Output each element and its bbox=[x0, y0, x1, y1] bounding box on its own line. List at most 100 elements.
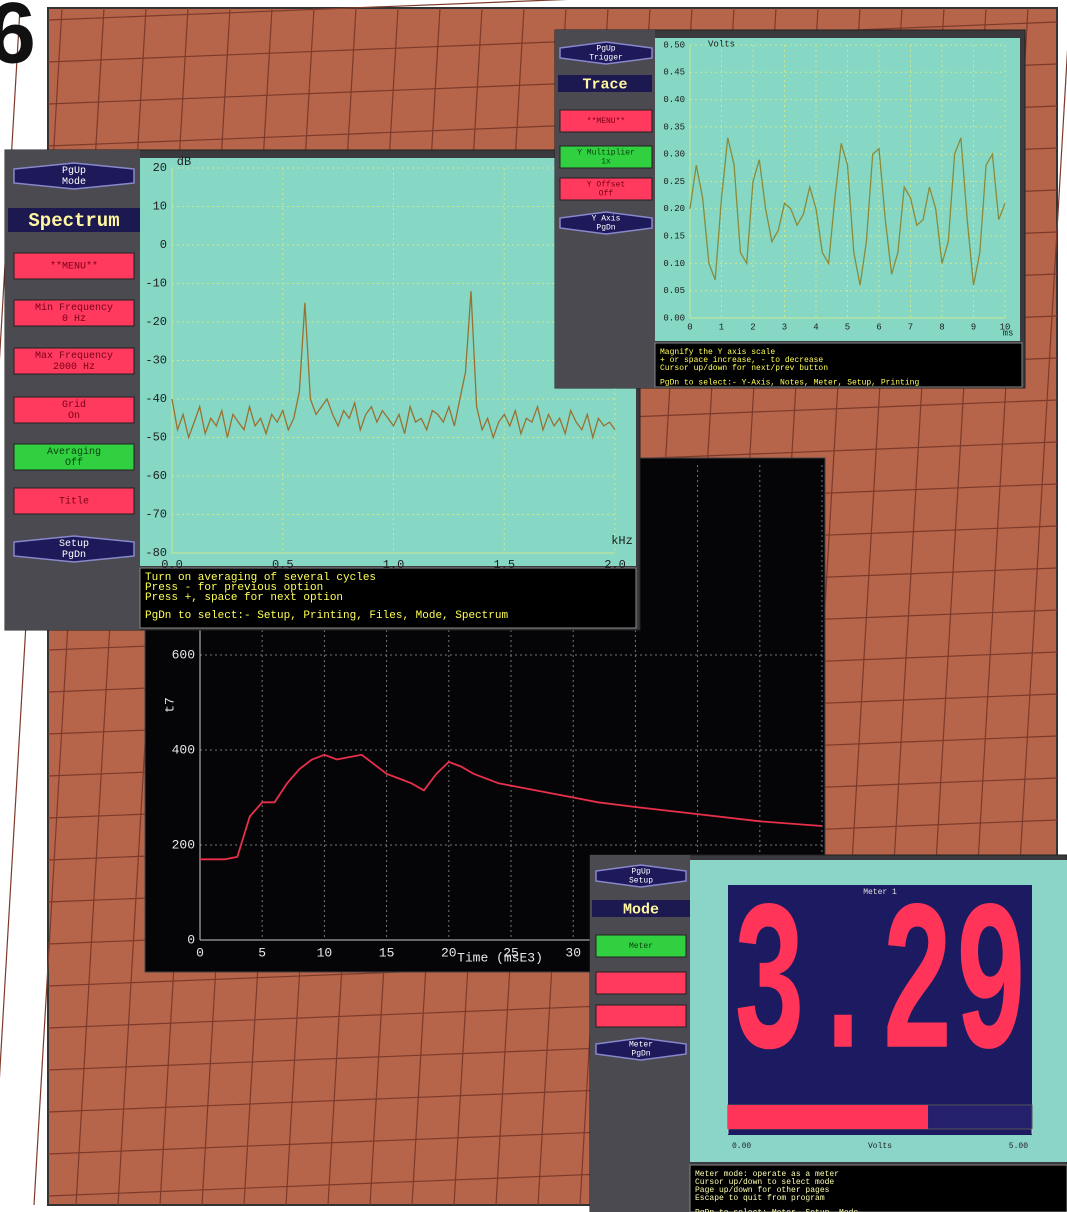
y-tick-label: 600 bbox=[172, 647, 195, 662]
mat-line bbox=[47, 21, 1058, 63]
x-tick-label: 5 bbox=[258, 945, 266, 960]
menu-button bbox=[13, 443, 135, 471]
data-line bbox=[200, 753, 823, 861]
button-label: PgUp bbox=[631, 868, 650, 877]
meter-axis-label: Volts bbox=[868, 1142, 892, 1151]
panel-heading: Spectrum bbox=[28, 210, 119, 232]
data-line bbox=[689, 137, 1006, 286]
button-label: PgDn bbox=[62, 550, 86, 561]
button-label: Trigger bbox=[589, 54, 623, 63]
status-line: Meter mode: operate as a meter bbox=[695, 1170, 839, 1179]
button-label: PgDn bbox=[631, 1050, 650, 1059]
status-line: Turn on averaging of several cycles bbox=[145, 572, 376, 584]
y-tick-label: 0.10 bbox=[663, 259, 685, 269]
button-label: 1x bbox=[601, 158, 611, 167]
panel-heading: Trace bbox=[582, 76, 627, 93]
button-label: Grid bbox=[62, 399, 86, 411]
y-tick-label: 10 bbox=[153, 200, 167, 214]
button-label: Title bbox=[59, 496, 89, 508]
status-line: Press +, space for next option bbox=[145, 592, 343, 604]
x-tick-label: 9 bbox=[971, 322, 976, 332]
nav-button bbox=[559, 211, 653, 235]
x-tick-label: 8 bbox=[939, 322, 944, 332]
button-label: PgUp bbox=[596, 45, 615, 54]
y-tick-label: -70 bbox=[145, 508, 167, 522]
x-tick-label: 1 bbox=[719, 322, 724, 332]
menu-button bbox=[13, 252, 135, 280]
menu-button bbox=[559, 145, 653, 169]
y-tick-label: -60 bbox=[145, 469, 167, 483]
y-axis-label: Volts bbox=[708, 39, 735, 49]
y-tick-label: 200 bbox=[172, 837, 195, 852]
heading-bar bbox=[558, 75, 652, 92]
y-tick-label: 0.35 bbox=[663, 122, 685, 132]
button-label: Setup bbox=[59, 539, 89, 550]
status-box bbox=[689, 1164, 1067, 1212]
y-tick-label: -20 bbox=[145, 315, 167, 329]
status-line: Magnify the Y axis scale bbox=[660, 348, 775, 357]
status-box bbox=[654, 342, 1023, 388]
heading-bar bbox=[8, 208, 140, 232]
button-label: Meter bbox=[629, 942, 653, 951]
figure-label: 6 bbox=[0, 0, 36, 82]
button-label: Off bbox=[65, 457, 83, 469]
x-axis-label: ms bbox=[1003, 328, 1014, 338]
x-tick-label: 6 bbox=[876, 322, 881, 332]
y-tick-label: 0.00 bbox=[663, 313, 685, 323]
button-label: On bbox=[68, 411, 80, 422]
heading-bar bbox=[592, 900, 690, 917]
x-tick-label: 10 bbox=[317, 945, 333, 960]
nav-button bbox=[595, 864, 687, 888]
status-line: Cursor up/down to select mode bbox=[695, 1178, 834, 1187]
y-tick-label: 0.20 bbox=[663, 204, 685, 214]
meter-tick-label: 5.00 bbox=[1009, 1142, 1028, 1151]
status-line: + or space increase, - to decrease bbox=[660, 356, 823, 365]
y-tick-label: -80 bbox=[145, 546, 167, 560]
y-tick-label: -10 bbox=[145, 277, 167, 291]
nav-button bbox=[13, 162, 135, 190]
y-tick-label: 400 bbox=[172, 742, 195, 757]
y-tick-label: 0.40 bbox=[663, 95, 685, 105]
button-label: 2000 Hz bbox=[53, 362, 95, 373]
y-axis-label: t7 bbox=[162, 697, 177, 713]
menu-button bbox=[13, 299, 135, 327]
data-line bbox=[171, 291, 616, 441]
y-tick-label: -30 bbox=[145, 354, 167, 368]
panel-heading: Mode bbox=[623, 901, 659, 918]
menu-button bbox=[559, 109, 653, 133]
x-tick-label: 5 bbox=[845, 322, 850, 332]
x-tick-label: 0 bbox=[687, 322, 692, 332]
y-tick-label: 0.30 bbox=[663, 150, 685, 160]
button-label: 0 Hz bbox=[62, 314, 86, 325]
x-tick-label: 25 bbox=[503, 945, 519, 960]
x-tick-label: 2.0 bbox=[604, 558, 626, 572]
meter-display bbox=[728, 885, 1032, 1135]
x-axis-label: kHz bbox=[611, 534, 633, 548]
x-tick-label: 0.0 bbox=[161, 558, 183, 572]
menu-button bbox=[13, 487, 135, 515]
y-axis-label: dB bbox=[177, 155, 191, 169]
x-tick-label: 1.5 bbox=[493, 558, 515, 572]
status-line: PgDn to select:- Y-Axis, Notes, Meter, S… bbox=[660, 379, 919, 388]
menu-button bbox=[13, 347, 135, 375]
status-line: Cursor up/down for next/prev button bbox=[660, 364, 828, 373]
y-tick-label: 0.25 bbox=[663, 177, 685, 187]
x-tick-label: 7 bbox=[908, 322, 913, 332]
y-tick-label: 0 bbox=[160, 238, 167, 252]
button-label: PgUp bbox=[62, 166, 86, 177]
meter-bar bbox=[728, 1105, 929, 1129]
y-tick-label: -50 bbox=[145, 431, 167, 445]
mat-line bbox=[47, 0, 568, 21]
nav-button bbox=[559, 41, 653, 65]
meter-reading: 3.29 bbox=[732, 868, 1028, 1112]
button-label: Meter bbox=[629, 1041, 653, 1050]
menu-button bbox=[595, 1004, 687, 1028]
x-axis-label: Time (msE3) bbox=[457, 950, 543, 965]
y-tick-label: 20 bbox=[153, 161, 167, 175]
plot-area bbox=[140, 158, 636, 566]
button-label: **MENU** bbox=[50, 261, 98, 273]
button-label: Off bbox=[599, 190, 614, 199]
y-tick-label: 0.05 bbox=[663, 286, 685, 296]
menu-button bbox=[595, 934, 687, 958]
